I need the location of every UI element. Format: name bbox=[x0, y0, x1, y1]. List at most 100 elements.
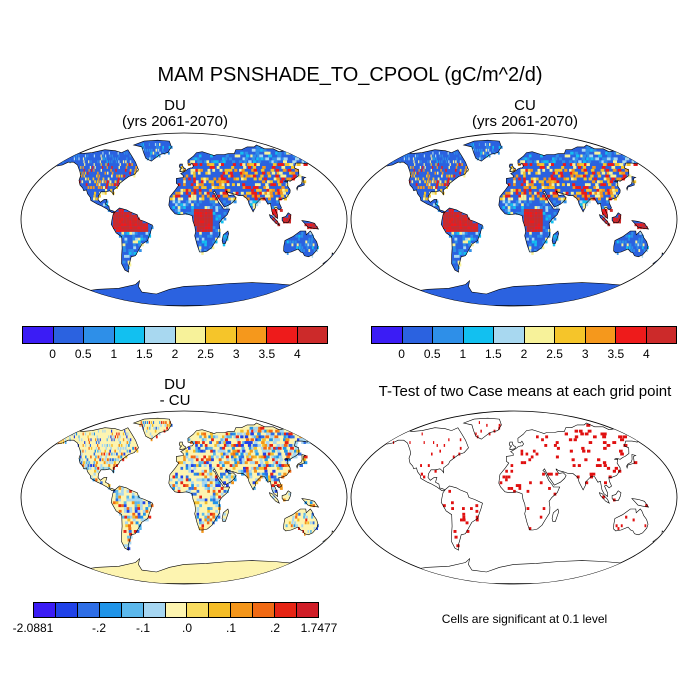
grid-cell bbox=[220, 487, 224, 490]
grid-cell bbox=[445, 168, 447, 172]
grid-cell bbox=[126, 449, 129, 453]
grid-cell bbox=[205, 171, 208, 175]
grid-cell bbox=[437, 163, 439, 166]
grid-cell bbox=[266, 429, 271, 433]
grid-cell bbox=[250, 466, 254, 470]
grid-cell bbox=[197, 171, 201, 175]
grid-cell bbox=[264, 429, 269, 433]
grid-cell bbox=[507, 194, 511, 198]
grid-cell bbox=[196, 515, 199, 519]
grid-cell bbox=[122, 243, 126, 247]
grid-cell bbox=[172, 487, 175, 490]
figure-title: MAM PSNSHADE_TO_CPOOL (gC/m^2/d) bbox=[157, 64, 543, 86]
grid-cell bbox=[451, 220, 454, 224]
grid-cell bbox=[87, 177, 90, 181]
grid-cell bbox=[90, 438, 92, 442]
grid-cell bbox=[261, 449, 266, 453]
grid-cell bbox=[584, 432, 589, 436]
grid-cell bbox=[175, 209, 178, 212]
grid-cell bbox=[552, 160, 556, 164]
grid-cell bbox=[132, 240, 136, 244]
grid-cell bbox=[185, 211, 189, 215]
grid-cell bbox=[643, 249, 646, 252]
grid-cell bbox=[92, 464, 95, 467]
grid-cell bbox=[459, 214, 462, 218]
grid-cell bbox=[283, 444, 288, 447]
grid-cell bbox=[254, 441, 258, 444]
grid-cell bbox=[148, 143, 150, 146]
grid-cell bbox=[180, 461, 184, 465]
grid-cell bbox=[112, 458, 114, 462]
grid-cell bbox=[198, 183, 202, 187]
grid-cell bbox=[475, 432, 477, 436]
grid-cell bbox=[142, 143, 144, 146]
grid-cell bbox=[263, 464, 267, 467]
grid-cell bbox=[581, 168, 585, 172]
grid-cell bbox=[208, 458, 212, 462]
grid-cell bbox=[403, 157, 405, 161]
grid-cell bbox=[136, 449, 139, 453]
grid-cell bbox=[90, 160, 92, 164]
grid-cell bbox=[555, 234, 559, 238]
grid-cell bbox=[211, 160, 214, 164]
colorbar-swatch bbox=[84, 327, 115, 343]
grid-cell bbox=[618, 435, 623, 439]
grid-cell bbox=[265, 461, 269, 465]
colorbar-swatch bbox=[121, 603, 144, 617]
grid-cell bbox=[597, 180, 601, 184]
grid-cell bbox=[456, 211, 460, 215]
grid-cell bbox=[462, 512, 466, 516]
grid-cell bbox=[552, 194, 556, 198]
colorbar-swatch bbox=[165, 603, 188, 617]
grid-cell bbox=[218, 507, 221, 510]
grid-cell bbox=[127, 518, 131, 522]
grid-cell bbox=[282, 174, 287, 178]
grid-cell bbox=[577, 186, 581, 189]
grid-cell bbox=[97, 438, 99, 442]
grid-cell bbox=[642, 243, 645, 247]
grid-cell bbox=[423, 163, 425, 166]
colorbar-swatch bbox=[275, 603, 298, 617]
grid-cell bbox=[254, 171, 258, 175]
grid-cell bbox=[99, 438, 101, 442]
grid-cell bbox=[284, 163, 289, 166]
grid-cell bbox=[126, 163, 129, 166]
grid-cell bbox=[94, 166, 96, 169]
grid-cell bbox=[555, 441, 559, 444]
grid-cell bbox=[96, 183, 98, 187]
grid-cell bbox=[536, 160, 540, 164]
grid-cell bbox=[246, 455, 250, 459]
grid-cell bbox=[188, 200, 192, 204]
grid-cell bbox=[207, 234, 210, 238]
grid-cell bbox=[560, 174, 564, 178]
grid-cell bbox=[119, 163, 121, 166]
grid-cell bbox=[534, 243, 537, 247]
grid-cell bbox=[278, 461, 282, 465]
grid-cell bbox=[513, 180, 516, 184]
grid-cell bbox=[417, 171, 419, 175]
grid-cell bbox=[120, 444, 123, 447]
grid-cell bbox=[202, 449, 206, 453]
grid-cell bbox=[225, 452, 229, 456]
grid-cell bbox=[630, 234, 634, 238]
grid-cell bbox=[211, 438, 214, 442]
grid-cell bbox=[607, 191, 611, 195]
grid-cell bbox=[138, 240, 141, 244]
grid-cell bbox=[125, 166, 128, 169]
grid-cell bbox=[427, 171, 429, 175]
grid-cell bbox=[470, 507, 473, 510]
grid-cell bbox=[403, 154, 405, 158]
grid-cell bbox=[528, 458, 532, 462]
grid-cell bbox=[116, 452, 118, 456]
grid-cell bbox=[628, 246, 631, 250]
grid-cell bbox=[84, 464, 87, 467]
grid-cell bbox=[102, 203, 106, 207]
grid-cell bbox=[124, 515, 128, 519]
grid-cell bbox=[115, 501, 119, 505]
grid-cell bbox=[602, 435, 607, 439]
grid-cell bbox=[187, 438, 191, 442]
grid-cell bbox=[180, 206, 184, 209]
grid-cell bbox=[464, 214, 468, 218]
grid-cell bbox=[101, 444, 104, 447]
grid-cell bbox=[488, 432, 491, 436]
